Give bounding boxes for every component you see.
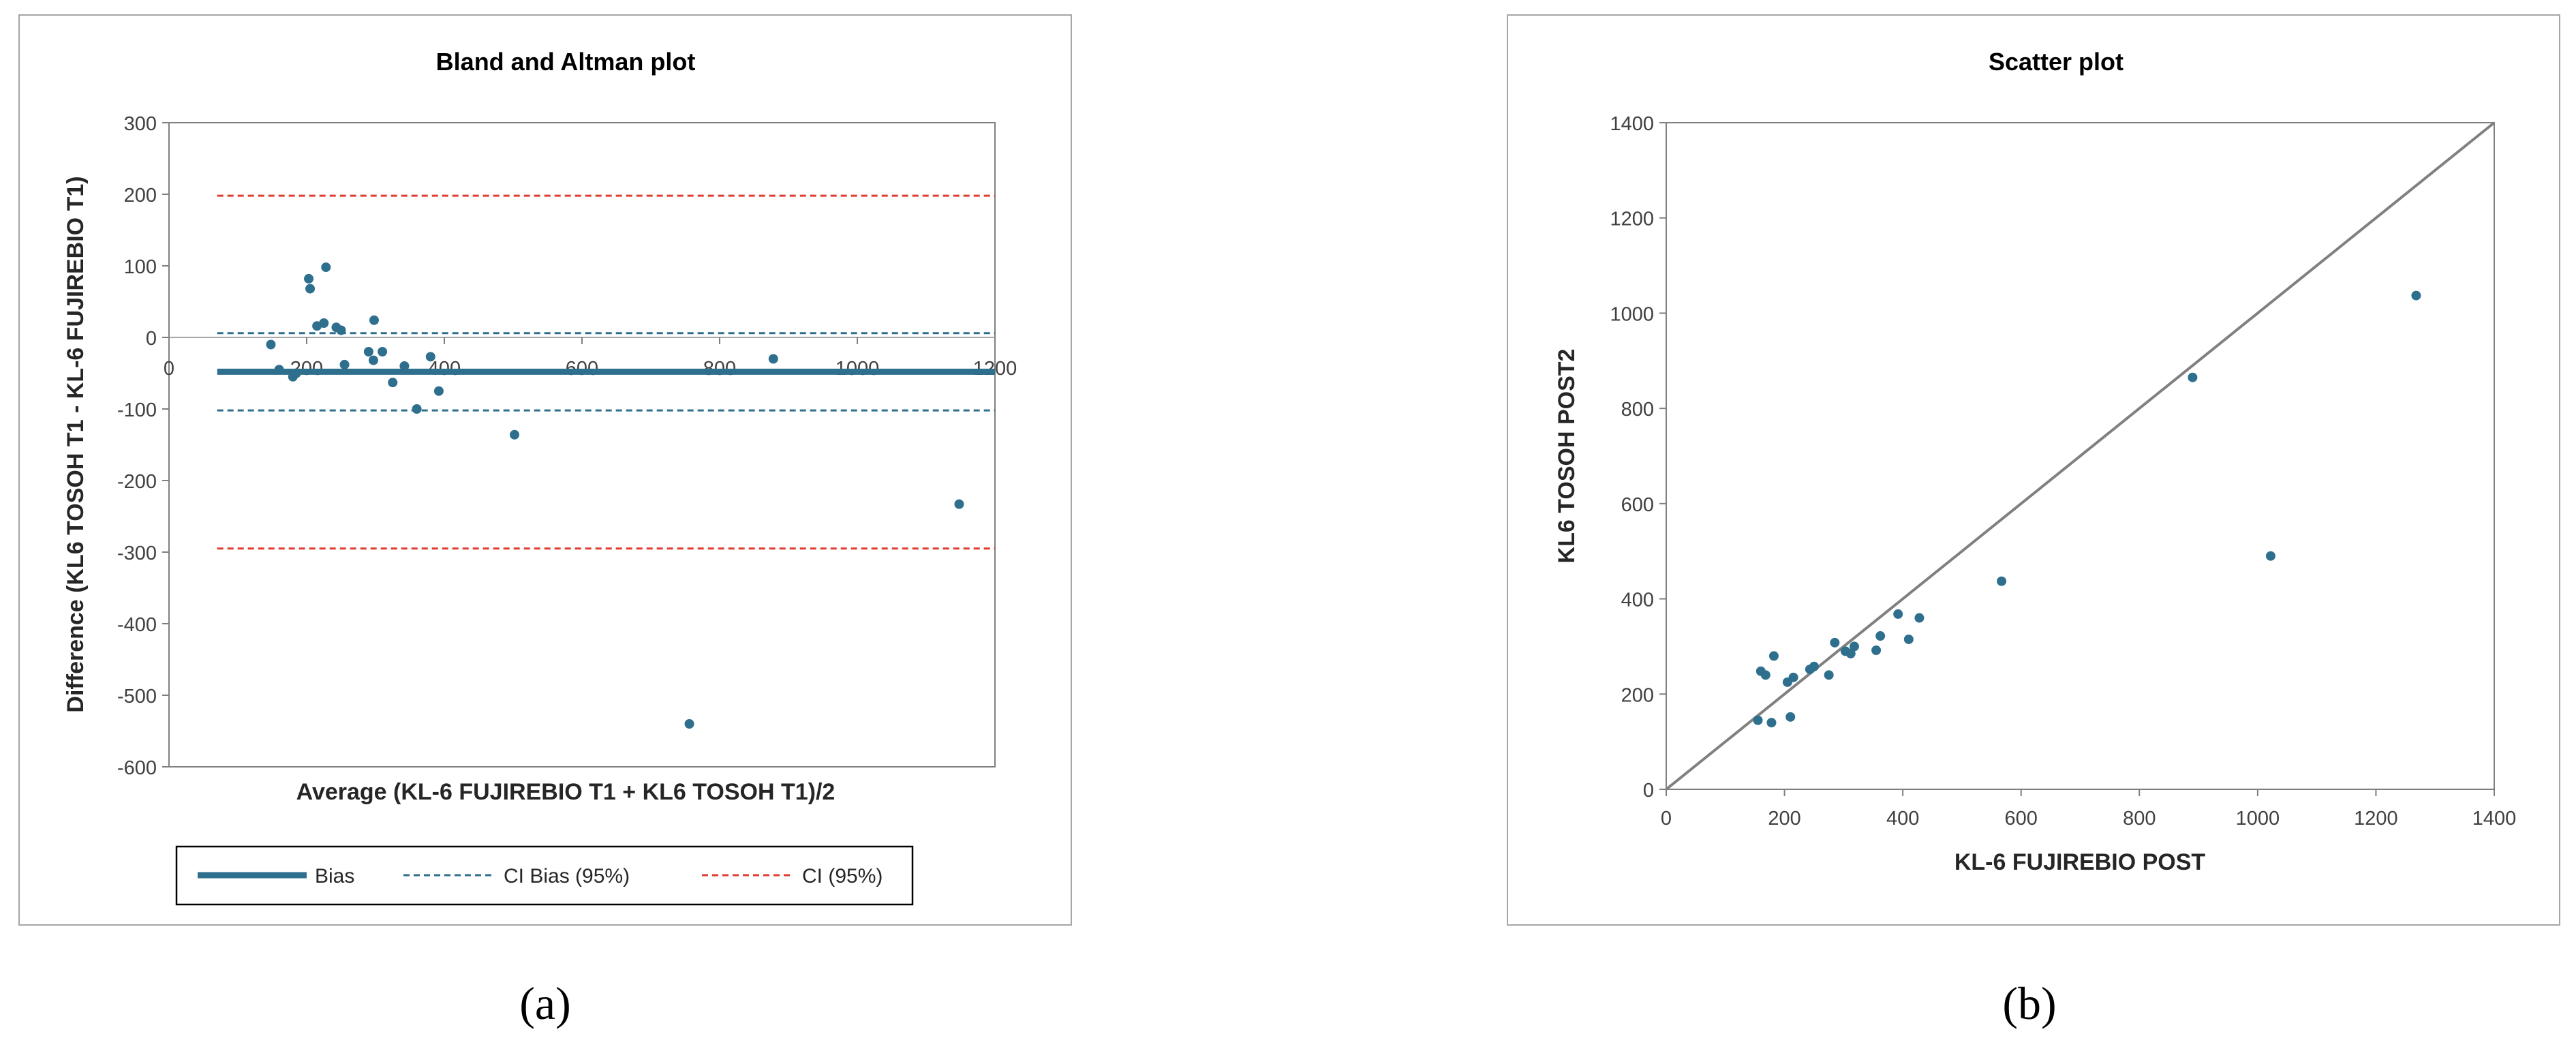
panel-a-point: [954, 499, 964, 509]
panel-b-y-tick-label: 1200: [1610, 209, 1654, 230]
panel-a-point: [305, 284, 316, 294]
panel-b-y-tick-label: 200: [1621, 684, 1654, 706]
panel-b-point: [1845, 648, 1856, 658]
panel-b-point: [1768, 651, 1779, 661]
panel-b-point: [1997, 576, 2007, 586]
panel-b-point: [1809, 661, 1819, 671]
panel-a-point: [399, 361, 410, 371]
panel-b-x-tick-label: 800: [2123, 808, 2156, 830]
panel-b-point: [1871, 645, 1882, 656]
panel-b-point: [1785, 712, 1796, 722]
panel-b-identity-line: [1665, 121, 2496, 791]
panel-a-point: [304, 273, 314, 284]
panel-b-point: [1760, 670, 1770, 680]
panel-b-point: [1830, 637, 1840, 648]
panel-b-caption: (b): [2002, 977, 2056, 1029]
panel-a-point: [266, 339, 276, 350]
panel-b-y-tick-label: 1000: [1610, 303, 1654, 325]
panel-b-y-axis: 0 200 400 600 800 1000 1200 1400: [1610, 113, 1666, 802]
panel-a-y-tick-label: -500: [117, 686, 157, 708]
panel-a-y-tick-label: -100: [117, 399, 157, 421]
panel-a-y-tick-label: -200: [117, 471, 157, 493]
panel-b-point: [1788, 672, 1798, 682]
panel-a-y-tick-label: 300: [124, 113, 157, 135]
panel-b-x-tick-label: 600: [2005, 808, 2038, 830]
panel-a-point: [319, 318, 329, 328]
panel-a-legend-label: CI Bias (95%): [504, 865, 630, 887]
panel-b-point: [2411, 290, 2421, 301]
panel-b-point: [1893, 609, 1903, 619]
panel-b-point: [2265, 551, 2275, 561]
panel-b-x-tick-label: 0: [1661, 808, 1672, 830]
panel-a-point: [425, 352, 435, 362]
panel-a-x-label: Average (KL-6 FUJIREBIO T1 + KL6 TOSOH T…: [296, 779, 835, 805]
panel-b-y-tick-label: 1400: [1610, 113, 1654, 135]
panel-b-title: Scatter plot: [1989, 48, 2123, 76]
panel-a-y-tick-label: 200: [124, 185, 157, 207]
panel-a-point: [339, 359, 350, 369]
panel-a-y-tick-label: -300: [117, 543, 157, 564]
panel-b-point: [2188, 372, 2198, 382]
panel-a-legend-label: CI (95%): [802, 865, 883, 887]
panel-a-x-tick-label: 0: [164, 358, 174, 380]
panel-a-point: [369, 315, 379, 325]
panel-a-point: [433, 386, 444, 396]
panel-b-point: [1753, 715, 1763, 725]
panel-a-legend: Bias CI Bias (95%) CI (95%): [175, 845, 914, 906]
panel-a-legend-label: Bias: [315, 865, 354, 887]
panel-a-plot-area: [168, 122, 996, 767]
panel-b-point: [1914, 613, 1925, 623]
panel-b-point: [1824, 670, 1834, 680]
panel-b-x-tick-label: 1400: [2472, 808, 2517, 830]
panel-a-point: [363, 347, 373, 356]
panel-b-x-label: KL-6 FUJIREBIO POST: [1954, 849, 2206, 875]
panel-a-point: [336, 325, 346, 335]
panel-a-points: [266, 262, 964, 729]
panel-b-y-tick-label: 400: [1621, 590, 1654, 611]
panel-a-point: [321, 262, 331, 273]
panel-a-y-tick-label: 0: [146, 328, 157, 350]
panel-b-plot-area: [1666, 122, 2495, 790]
panel-a-legend-items: Bias CI Bias (95%) CI (95%): [198, 865, 883, 887]
panel-b-y-tick-label: 0: [1643, 780, 1654, 802]
panel-a-y-tick-label: 100: [124, 256, 157, 278]
panel-a-point: [388, 378, 398, 388]
panel-b-frame: [1507, 14, 2560, 926]
panel-a-point: [768, 354, 778, 364]
panel-a-caption: (a): [519, 977, 570, 1029]
panel-b-point: [1875, 631, 1886, 641]
panel-a-title: Bland and Altman plot: [436, 48, 696, 76]
panel-b-x-tick-label: 200: [1768, 808, 1800, 830]
panel-a-y-label: Difference (KL6 TOSOH T1 - KL-6 FUJIREBI…: [63, 176, 89, 712]
panel-b-point: [1903, 634, 1914, 644]
panel-b-x-axis: 0 200 400 600 800 1000 1200 1400: [1661, 789, 2516, 830]
panel-b-point: [1849, 641, 1859, 652]
panel-b-y-tick-label: 800: [1621, 399, 1654, 421]
panel-b-point: [1766, 718, 1777, 728]
panel-a-point: [412, 404, 422, 414]
panel-b-x-tick-label: 400: [1886, 808, 1919, 830]
panel-a-y-tick-label: -600: [117, 757, 157, 779]
panel-a-point: [368, 355, 378, 365]
panel-b-y-tick-label: 600: [1621, 494, 1654, 516]
panel-a-point: [291, 368, 301, 378]
panel-a-point: [378, 347, 388, 356]
panel-b-points: [1753, 290, 2421, 728]
panel-a-reference-lines: [217, 194, 995, 550]
panel-a-point: [510, 429, 520, 440]
panel-a-frame: [18, 14, 1072, 926]
panel-a-y-tick-label: -400: [117, 614, 157, 636]
panel-b-identity-line-group: [1665, 121, 2496, 791]
panel-a: Bland and Altman plot 300 200 100 0 -100 -200…: [18, 14, 1072, 926]
panel-a-y-axis: 300 200 100 0 -100 -200 -300 -400 -500 -600: [117, 113, 169, 779]
panel-b-x-tick-label: 1000: [2236, 808, 2280, 830]
panel-b: Scatter plot 0 200 400 600 800 1000 1200 1400 0…: [1507, 14, 2560, 926]
panel-a-point: [274, 365, 284, 375]
panel-b-y-label: KL6 TOSOH POST2: [1554, 349, 1580, 564]
panel-b-x-tick-label: 1200: [2354, 808, 2398, 830]
panel-a-point: [684, 719, 694, 729]
